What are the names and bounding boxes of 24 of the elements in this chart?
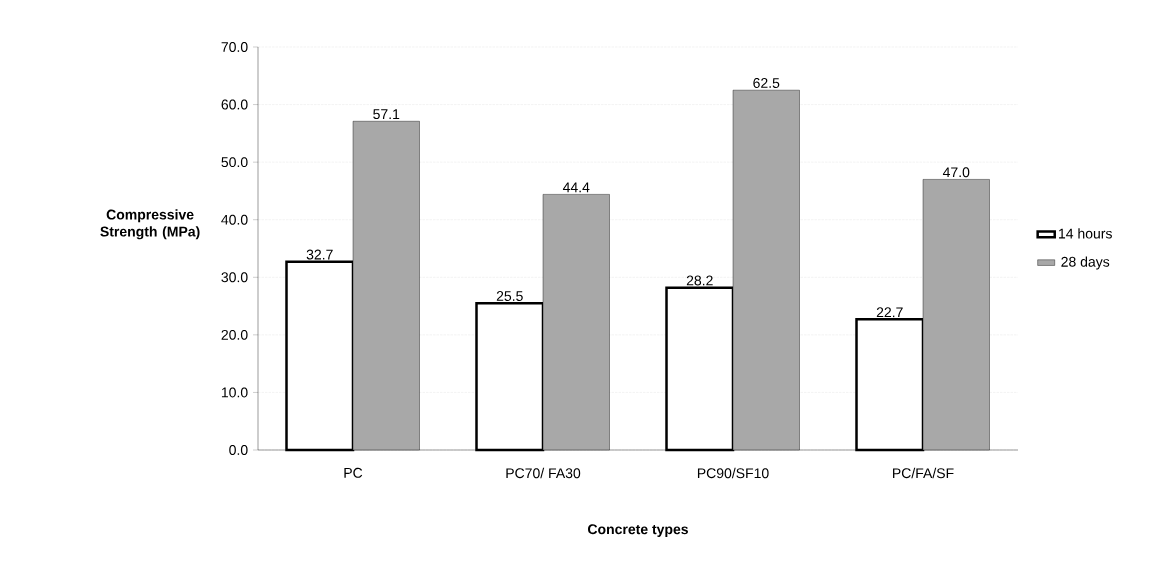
data-label: 57.1 xyxy=(373,109,400,120)
x-tick-label: PC/FA/SF xyxy=(893,467,954,479)
data-label: 25.5 xyxy=(496,291,523,301)
x-axis-title: Concrete types xyxy=(588,524,688,537)
y-tick-label: 30.0 xyxy=(221,272,248,283)
data-label: 22.7 xyxy=(876,307,903,318)
data-label: 62.5 xyxy=(753,78,780,88)
y-tick-label: 70.0 xyxy=(221,42,248,52)
data-label: 47.0 xyxy=(942,167,970,178)
y-tick-label: 60.0 xyxy=(221,99,248,110)
x-tick-label: PC xyxy=(344,467,363,478)
data-label: 32.7 xyxy=(306,249,333,260)
x-tick-label: PC70/ FA30 xyxy=(506,467,581,479)
x-tick-label: PC90/SF10 xyxy=(697,467,769,479)
y-tick-label: 10.0 xyxy=(221,387,248,398)
y-axis-title: Compressive Strength (MPa) xyxy=(100,209,200,240)
legend-label: 28 days xyxy=(1061,256,1110,270)
legend-label: 14 hours xyxy=(1059,228,1112,239)
y-tick-label: 0.0 xyxy=(229,445,248,455)
data-label: 28.2 xyxy=(686,275,713,286)
y-tick-label: 40.0 xyxy=(221,214,248,225)
y-tick-label: 50.0 xyxy=(221,157,248,168)
data-label: 44.4 xyxy=(562,182,590,193)
y-tick-label: 20.0 xyxy=(221,329,248,340)
